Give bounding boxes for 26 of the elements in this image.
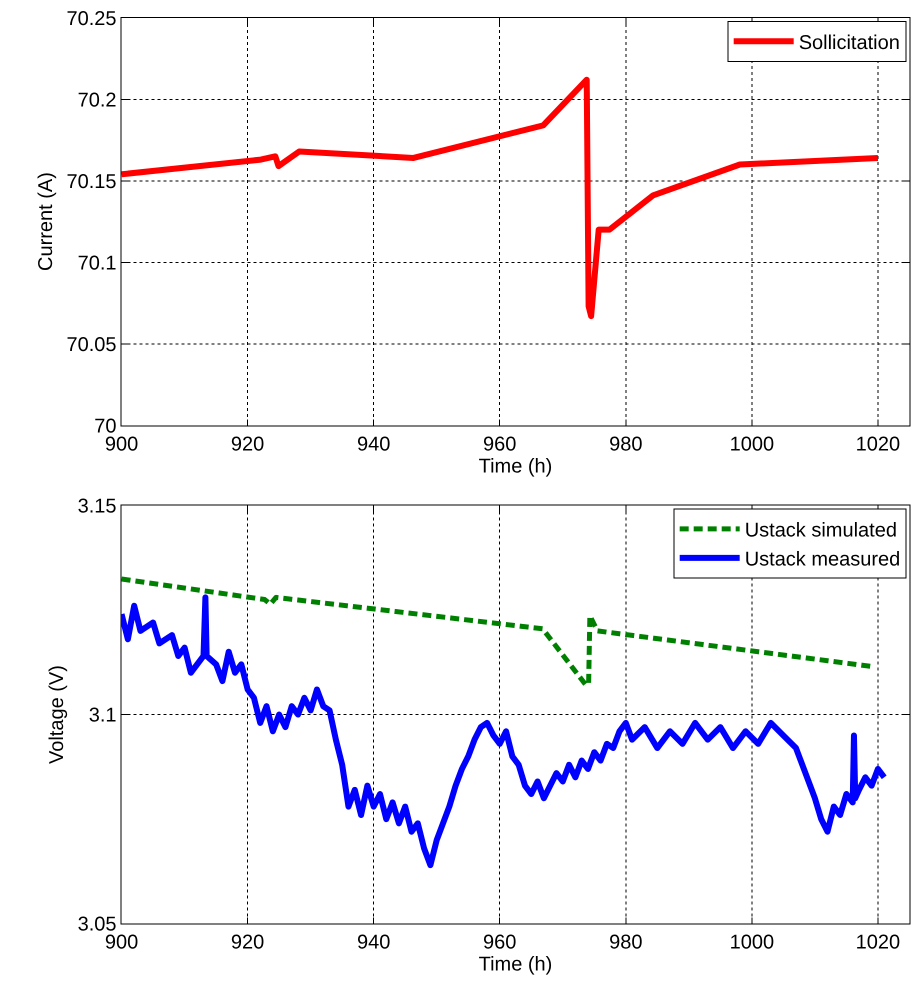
y-axis-title: Current (A) <box>35 172 57 271</box>
x-tick-label: 920 <box>230 932 264 954</box>
x-axis-title: Time (h) <box>478 455 552 478</box>
legend-label: Ustack measured <box>744 548 900 571</box>
x-tick-label: 1000 <box>730 932 774 954</box>
y-tick-label: 3.1 <box>88 704 117 727</box>
x-tick-label: 960 <box>483 433 516 456</box>
x-tick-label: 1000 <box>730 433 774 456</box>
x-tick-label: 920 <box>230 433 264 456</box>
y-tick-label: 70.2 <box>78 89 117 112</box>
x-tick-label: 980 <box>609 433 642 456</box>
x-axis-title: Time (h) <box>478 954 552 976</box>
y-tick-label: 70.25 <box>66 8 117 30</box>
y-tick-label: 70.1 <box>78 252 117 274</box>
x-tick-label: 1020 <box>856 433 900 456</box>
y-tick-label: 70.15 <box>66 170 117 193</box>
legend-label: Ustack simulated <box>744 520 897 542</box>
legend-label: Sollicitation <box>798 32 900 54</box>
y-tick-label: 70.05 <box>66 334 117 356</box>
y-tick-label: 3.15 <box>78 495 117 518</box>
y-axis-title: Voltage (V) <box>46 665 68 764</box>
x-tick-label: 1020 <box>856 932 900 954</box>
x-tick-label: 940 <box>356 932 390 954</box>
x-tick-label: 940 <box>356 433 390 456</box>
x-tick-label: 980 <box>609 932 642 954</box>
x-tick-label: 960 <box>483 932 516 954</box>
